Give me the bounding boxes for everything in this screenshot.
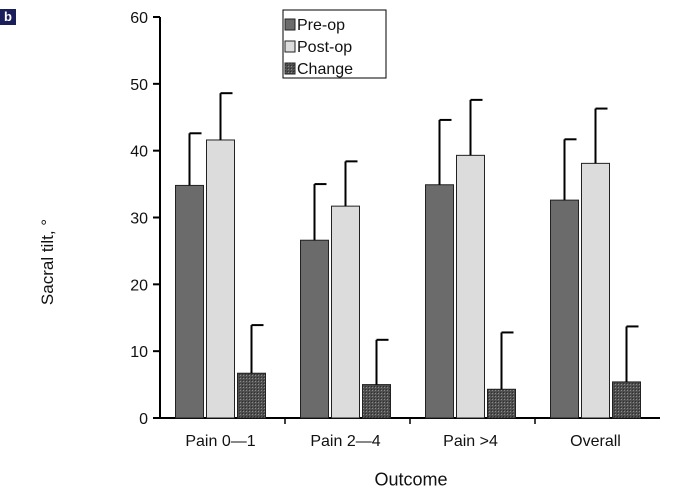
y-tick-label: 60 xyxy=(130,10,148,27)
y-tick-label: 40 xyxy=(130,144,148,161)
x-tick-label: Pain 0—1 xyxy=(185,433,255,450)
panel-label: b xyxy=(0,9,16,25)
legend: Pre-op Post-op Change xyxy=(282,9,387,79)
bar-change xyxy=(612,381,641,419)
y-tick-label: 30 xyxy=(130,211,148,228)
bar-pre-op xyxy=(175,184,204,419)
y-axis-label: Sacral tilt, ° xyxy=(38,218,57,306)
bar-post-op xyxy=(456,154,485,419)
bar-change xyxy=(362,384,391,419)
legend-swatch xyxy=(284,18,296,31)
legend-swatch xyxy=(284,62,296,75)
y-tick-label: 0 xyxy=(139,411,148,428)
bar-pre-op xyxy=(300,239,329,419)
legend-label: Pre-op xyxy=(297,17,345,34)
bar-post-op xyxy=(581,162,610,419)
legend-box xyxy=(282,9,387,79)
bars xyxy=(175,92,641,419)
legend-swatch xyxy=(284,40,296,53)
y-tick-label: 10 xyxy=(130,344,148,361)
legend-label: Post-op xyxy=(297,39,352,56)
y-tick-label: 50 xyxy=(130,77,148,94)
bar-pre-op xyxy=(425,184,454,419)
x-axis-label: Outcome xyxy=(374,469,448,490)
x-tick-label: Overall xyxy=(570,433,621,450)
axes: 0 10 20 30 40 50 60 Pain 0—1 Pain 2—4 Pain >4 Over… xyxy=(130,10,660,450)
bar-post-op xyxy=(331,205,360,419)
x-tick-label: Pain >4 xyxy=(443,433,498,450)
y-tick-label: 20 xyxy=(130,277,148,294)
bar-change xyxy=(237,372,266,419)
bar-post-op xyxy=(206,139,235,419)
bar-pre-op xyxy=(550,199,579,419)
bar-change xyxy=(487,388,516,419)
x-tick-label: Pain 2—4 xyxy=(310,433,380,450)
legend-label: Change xyxy=(297,61,353,78)
